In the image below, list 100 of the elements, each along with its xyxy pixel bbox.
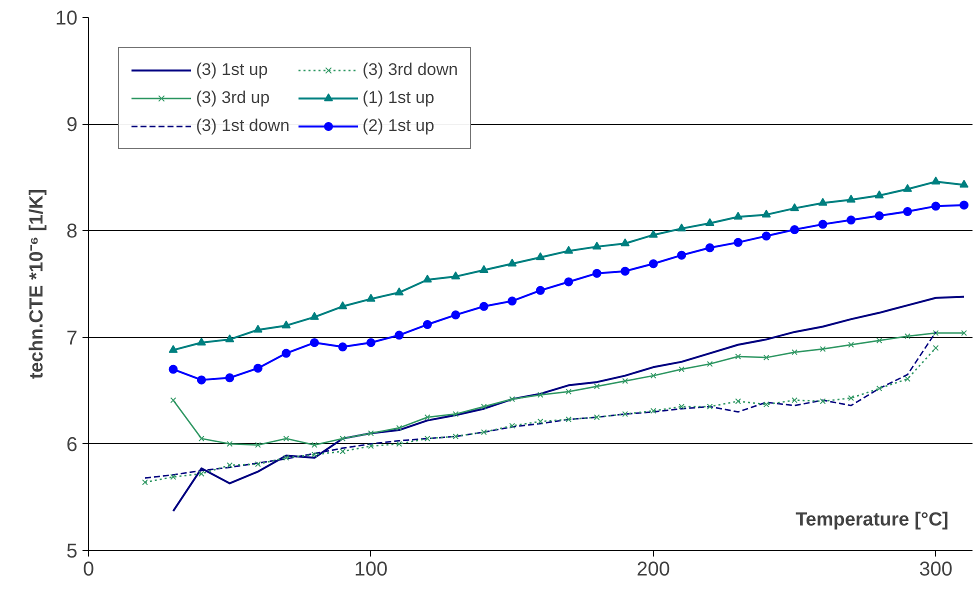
point [480,429,487,436]
point [536,252,545,260]
point [848,395,854,402]
point [254,461,261,468]
point [650,372,656,379]
point [734,238,743,247]
point [142,479,148,486]
point [198,436,204,442]
point [479,302,488,311]
point [876,385,882,392]
point [424,436,430,442]
point [622,378,628,384]
point [368,430,374,436]
point [340,436,346,442]
point [648,230,658,238]
point [508,258,517,267]
point [564,277,574,286]
point [677,250,686,260]
point [536,286,545,295]
point [735,398,742,404]
point [226,462,233,468]
point [452,411,459,418]
point [225,334,234,342]
point [282,348,291,358]
point [678,404,685,410]
point [705,218,714,226]
x-axis-title: Temperature [°C] [796,510,948,530]
point [225,373,234,382]
point [422,320,432,329]
point [479,265,488,273]
point [846,194,856,203]
point [283,436,290,442]
point [648,259,658,268]
point [592,268,602,278]
point [961,330,967,336]
point [762,210,771,218]
point [394,330,404,340]
point [932,344,939,351]
point [537,392,544,398]
legend-label: (1) 1st up [362,88,434,108]
point [168,364,178,374]
point [706,404,713,410]
point [876,338,882,344]
y-tick-label: 7 [66,327,78,350]
point [509,422,516,429]
point [763,401,770,408]
point [874,211,884,220]
point [451,271,460,280]
x-tick-label: 200 [636,558,670,580]
point [310,338,319,348]
point [735,354,742,360]
point [566,388,572,395]
y-tick-label: 9 [66,114,78,136]
point [903,207,912,216]
point [790,225,800,234]
point [338,301,348,310]
point [310,312,319,320]
y-axis-title: techn.CTE *10⁻⁶ [1/K] [26,188,48,380]
y-tick-label: 5 [66,540,78,562]
point [792,397,798,404]
point [594,414,600,420]
point [170,397,176,404]
point [196,375,206,384]
point [366,338,376,348]
point [931,202,940,211]
point [763,354,770,361]
point [931,176,940,184]
point [366,294,376,302]
point [566,416,572,422]
x-tick-label: 300 [919,558,952,580]
point [705,243,714,252]
point [820,398,826,404]
point [622,411,628,418]
point [311,442,318,448]
point [960,200,969,210]
point [762,232,771,241]
point [792,349,798,356]
point [818,220,828,229]
point [564,246,574,254]
point [282,320,291,328]
point [904,333,911,340]
point [508,296,517,306]
point [396,424,402,431]
point [254,442,261,448]
y-tick-label: 10 [55,8,78,30]
point [678,366,685,372]
point [340,448,346,454]
legend-label: (3) 1st up [196,60,268,80]
point [790,203,800,212]
point [874,190,884,198]
legend-label: (2) 1st up [362,116,434,136]
point [960,180,969,188]
point [820,346,826,352]
point [283,454,290,461]
point [451,310,460,320]
point [509,396,516,402]
point [196,338,206,346]
point [848,342,854,348]
point [394,287,404,296]
point [170,474,176,480]
